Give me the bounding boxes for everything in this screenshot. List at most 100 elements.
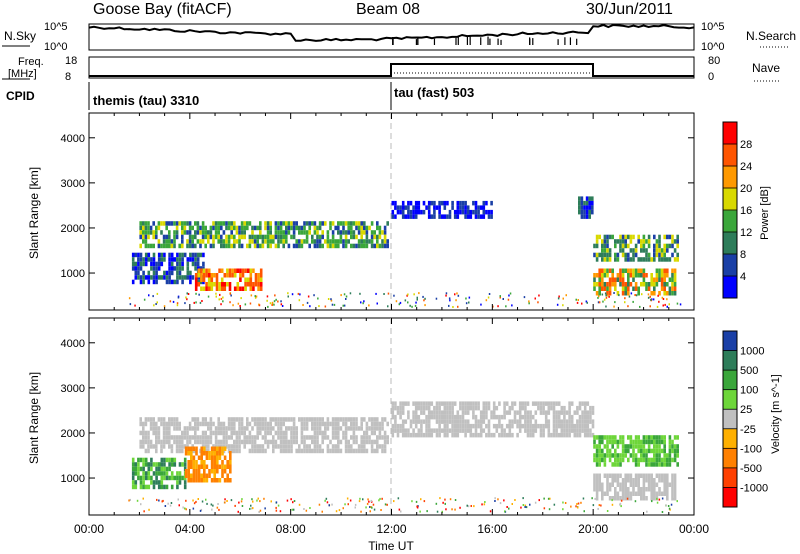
echo-cell (414, 414, 418, 420)
echo-cell (277, 504, 280, 507)
echo-cell (173, 421, 176, 427)
echo-cell (298, 225, 301, 231)
echo-cell (147, 252, 151, 258)
power-x-ticks (88, 113, 695, 310)
echo-cell (616, 257, 620, 262)
echo-cell (594, 497, 596, 500)
echo-cell (558, 295, 560, 298)
echo-cell (611, 282, 614, 287)
echo-cell (653, 482, 656, 487)
echo-cell (350, 435, 353, 440)
echo-cell (324, 430, 327, 436)
echo-cell (608, 277, 612, 282)
echo-cell (208, 451, 211, 456)
echo-cell (355, 243, 358, 249)
echo-cell (466, 401, 470, 406)
echo-cell (131, 261, 135, 267)
echo-cell (647, 257, 651, 262)
echo-cell (201, 430, 205, 436)
echo-cell (412, 419, 415, 424)
echo-cell (666, 457, 669, 463)
echo-cell (529, 503, 531, 506)
echo-cell (313, 230, 317, 235)
echo-cell (169, 300, 172, 303)
echo-cell (671, 268, 674, 273)
echo-cell (446, 214, 449, 219)
echo-cell (580, 200, 584, 206)
echo-cell (673, 478, 677, 483)
echo-cell (229, 301, 231, 304)
echo-cell (439, 497, 441, 500)
echo-cell (194, 430, 197, 436)
echo-cell (497, 498, 499, 501)
echo-cell (399, 209, 402, 215)
echo-cell (249, 507, 251, 510)
echo-cell (529, 410, 532, 415)
echo-cell (335, 510, 338, 513)
echo-cell (282, 230, 285, 235)
echo-cell (606, 435, 609, 440)
echo-cell (204, 421, 207, 427)
echo-cell (264, 448, 267, 454)
echo-cell (459, 401, 462, 406)
echo-cell (223, 282, 227, 287)
echo-cell (170, 257, 174, 262)
echo-cell (647, 473, 651, 478)
echo-cell (279, 234, 283, 240)
echo-cell (199, 230, 202, 235)
echo-cell (157, 417, 161, 422)
echo-cell (249, 302, 252, 305)
echo-cell (544, 419, 548, 424)
echo-cell (456, 205, 460, 210)
echo-cell (181, 279, 184, 285)
echo-cell (259, 426, 262, 431)
echo-cell (658, 435, 661, 440)
echo-cell (441, 510, 443, 513)
echo-cell (417, 200, 421, 206)
echo-cell (163, 257, 166, 262)
echo-cell (226, 460, 229, 465)
echo-cell (511, 503, 513, 505)
echo-cell (152, 234, 155, 240)
echo-cell (373, 426, 376, 431)
echo-cell (183, 426, 187, 431)
echo-cell (550, 401, 553, 406)
echo-cell (620, 505, 622, 508)
echo-cell (290, 448, 293, 454)
echo-cell (347, 439, 350, 445)
echo-cell (518, 428, 522, 433)
echo-cell (163, 462, 166, 467)
echo-cell (621, 439, 625, 445)
echo-cell (292, 234, 296, 240)
echo-cell (614, 473, 617, 478)
echo-cell (313, 243, 317, 249)
echo-cell (220, 439, 223, 445)
echo-cell (666, 282, 669, 287)
echo-cell (627, 478, 630, 483)
echo-cell (316, 230, 319, 235)
echo-cell (513, 414, 517, 420)
echo-cell (642, 482, 646, 487)
echo-cell (176, 471, 179, 476)
echo-cell (417, 419, 421, 424)
echo-cell (601, 243, 604, 249)
echo-cell (188, 230, 192, 235)
echo-cell (142, 225, 145, 231)
echo-cell (578, 401, 582, 406)
echo-cell (220, 303, 222, 306)
echo-cell (440, 214, 444, 219)
x-tick-label: 04:00 (175, 522, 205, 536)
echo-cell (363, 300, 365, 303)
echo-cell (144, 484, 148, 490)
echo-cell (200, 473, 203, 478)
echo-cell (357, 225, 361, 231)
echo-cell (202, 266, 205, 271)
echo-cell (309, 507, 311, 509)
echo-cell (333, 303, 336, 306)
echo-cell (555, 410, 558, 415)
echo-cell (259, 225, 262, 231)
cpid-label: CPID (6, 89, 35, 103)
echo-cell (666, 291, 669, 296)
echo-cell (311, 426, 314, 431)
echo-cell (365, 421, 369, 427)
